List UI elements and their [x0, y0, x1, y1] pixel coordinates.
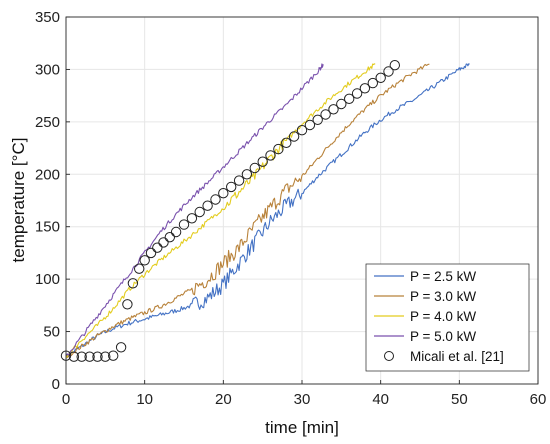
micali-data-point [139, 255, 150, 266]
micali-data-point [241, 169, 253, 180]
y-tick-label: 0 [52, 376, 60, 393]
micali-data-point [194, 206, 205, 218]
micali-data-point [328, 104, 339, 115]
micali-data-point [164, 232, 176, 243]
micali-data-point [281, 137, 292, 149]
micali-data-point [265, 150, 276, 161]
micali-data-point [76, 351, 87, 362]
legend-label-5-0kw: P = 5.0 kW [410, 329, 476, 344]
legend-label-4-0kw: P = 4.0 kW [410, 309, 476, 324]
micali-data-point [320, 109, 331, 120]
micali-data-point [359, 83, 371, 94]
micali-data-point [134, 263, 145, 274]
legend: P = 2.5 kW P = 3.0 kW P = 4.0 kW P = 5.0… [365, 263, 530, 372]
x-tick-label: 40 [372, 391, 389, 408]
series-line-p-4-0-kw [65, 63, 376, 359]
micali-data-point [115, 342, 127, 353]
y-tick-label: 350 [35, 9, 60, 26]
micali-data-point [218, 188, 229, 199]
series-line-p-5-0-kw [65, 63, 324, 356]
micali-data-point [145, 247, 157, 259]
micali-data-point [296, 125, 308, 136]
x-tick-label: 60 [530, 391, 547, 408]
y-tick-label: 250 [35, 114, 60, 131]
micali-data-point [210, 194, 221, 205]
micali-data-point [186, 213, 198, 224]
y-axis-title: temperature [°C] [9, 138, 28, 263]
micali-data-point [383, 66, 394, 77]
micali-data-point [249, 162, 261, 174]
x-tick-label: 50 [451, 391, 468, 408]
micali-data-point [108, 350, 119, 361]
micali-data-point [257, 156, 268, 167]
legend-label-micali: Micali et al. [21] [410, 349, 504, 364]
x-tick-label: 0 [62, 391, 70, 408]
series-layer [60, 59, 470, 362]
micali-data-point [152, 242, 163, 253]
x-tick-label: 10 [136, 391, 153, 408]
y-tick-label: 100 [35, 271, 60, 288]
series-line-p-3-0-kw [65, 63, 430, 359]
legend-box [365, 263, 530, 372]
legend-marker-micali [384, 351, 394, 361]
micali-data-point [170, 226, 182, 238]
micali-data-point [68, 351, 80, 362]
micali-data-point [233, 175, 245, 186]
micali-data-point [336, 98, 347, 110]
y-axis-ticks: 0 50 100 150 200 250 300 350 [35, 9, 70, 393]
legend-label-3-0kw: P = 3.0 kW [410, 289, 476, 304]
micali-data-point [84, 351, 95, 362]
y-tick-label: 200 [35, 166, 60, 183]
y-tick-label: 50 [43, 324, 60, 341]
micali-data-point [202, 200, 213, 211]
micali-data-point [304, 119, 316, 131]
micali-data-point [226, 181, 237, 193]
micali-data-point [158, 237, 169, 248]
y-tick-label: 150 [35, 219, 60, 236]
x-tick-label: 30 [294, 391, 311, 408]
x-axis-title: time [min] [265, 418, 339, 437]
micali-data-point [127, 278, 139, 289]
micali-data-point [312, 114, 323, 126]
x-tick-label: 20 [215, 391, 232, 408]
series-line-p-2-5-kw [65, 63, 470, 360]
micali-data-point [344, 93, 355, 105]
micali-data-point [351, 88, 363, 99]
micali-data-point [178, 219, 190, 230]
legend-label-2-5kw: P = 2.5 kW [410, 269, 476, 284]
y-tick-label: 300 [35, 61, 60, 78]
micali-data-point [367, 77, 378, 89]
micali-data-point [273, 143, 284, 155]
micali-data-point [389, 59, 400, 71]
micali-data-point [288, 131, 300, 142]
micali-data-point [375, 72, 386, 84]
micali-data-point [92, 351, 103, 362]
micali-data-point [100, 351, 111, 362]
x-axis-ticks: 0 10 20 30 40 50 60 [62, 380, 547, 408]
micali-data-point [122, 299, 133, 310]
